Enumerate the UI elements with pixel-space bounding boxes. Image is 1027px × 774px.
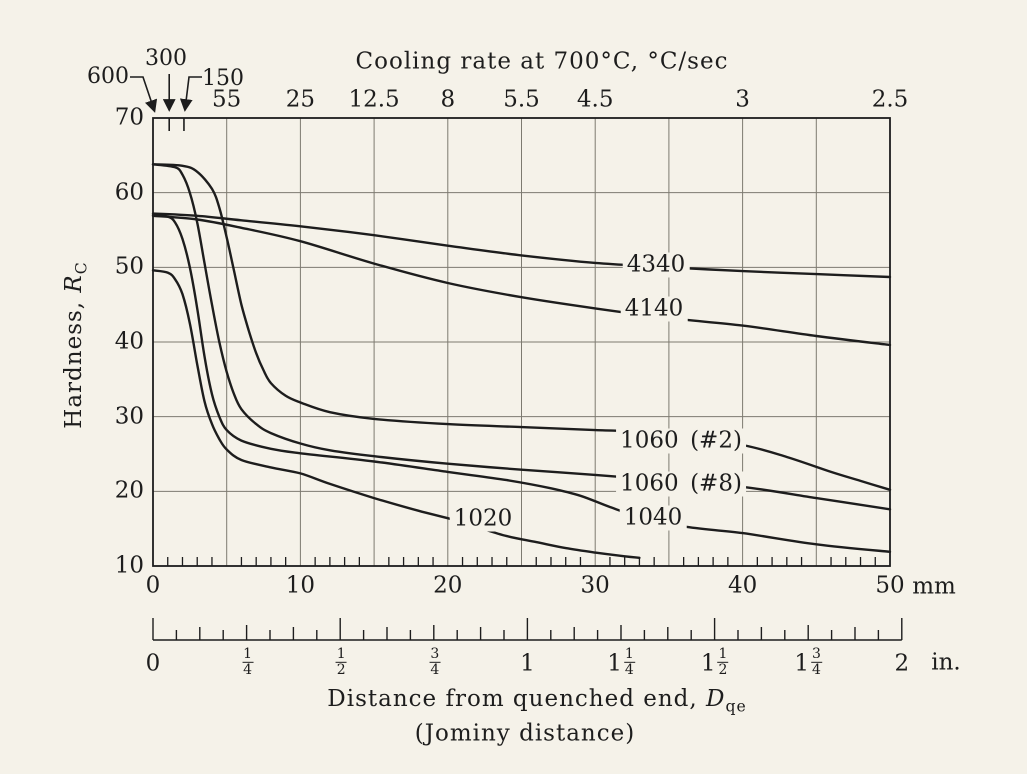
- axis-ticks: [167, 557, 876, 566]
- inch-ruler: [152, 618, 903, 641]
- annotation-arrow-150: [179, 76, 202, 112]
- curve-4140: [151, 214, 892, 347]
- curve-4340: [151, 212, 892, 279]
- annotation-arrows: [130, 74, 202, 131]
- gridlines: [152, 117, 891, 567]
- annotation-arrow-600: [130, 76, 158, 113]
- curve-1020: [151, 269, 641, 559]
- plot-border: [152, 117, 891, 567]
